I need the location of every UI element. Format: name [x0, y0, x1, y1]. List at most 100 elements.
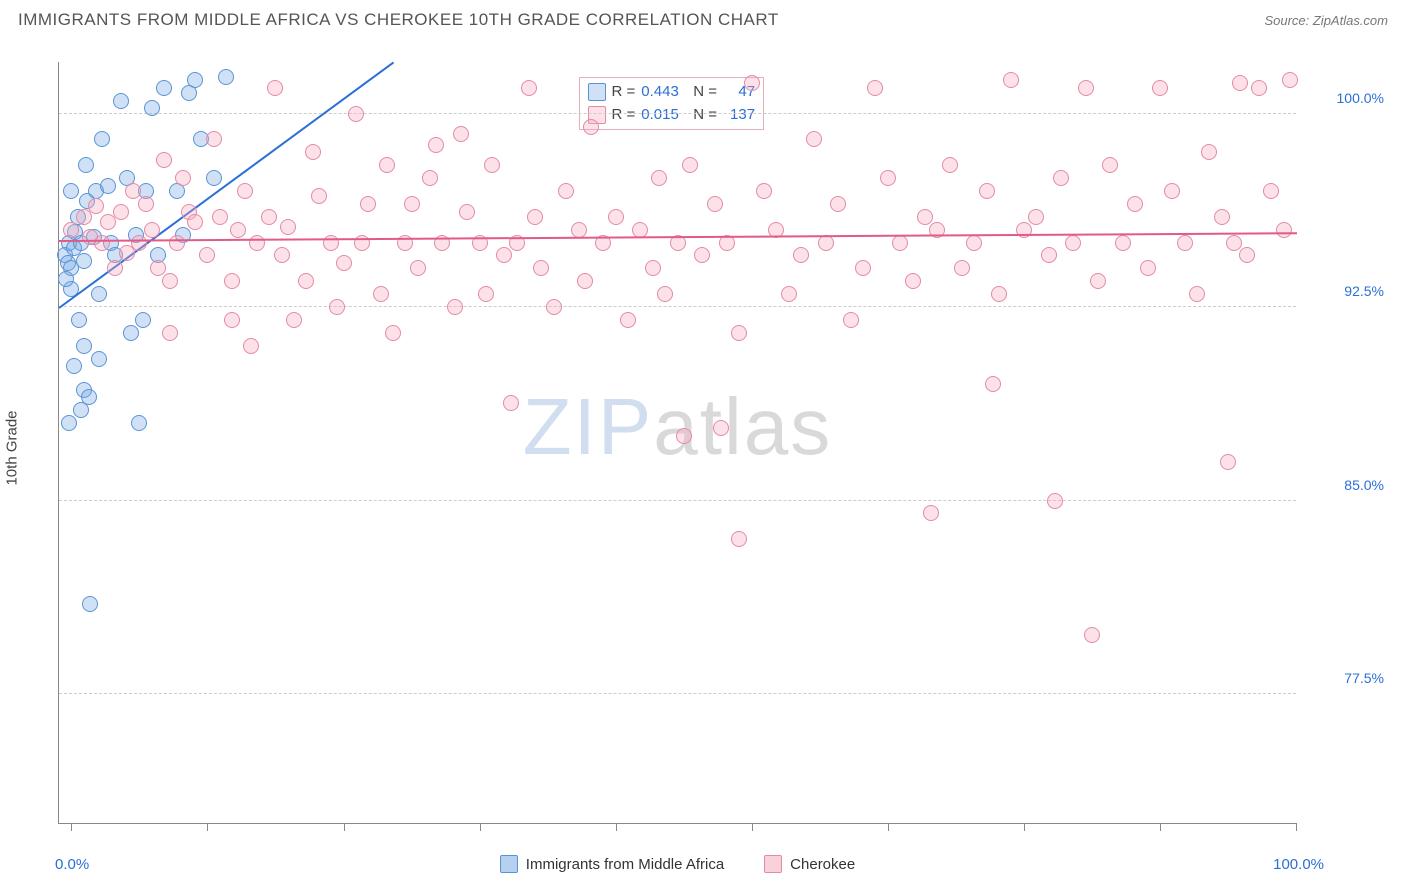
y-tick-label: 77.5% [1304, 670, 1384, 686]
data-point [150, 260, 166, 276]
data-point [707, 196, 723, 212]
source-label: Source: ZipAtlas.com [1264, 13, 1388, 28]
chart-title: IMMIGRANTS FROM MIDDLE AFRICA VS CHEROKE… [18, 10, 779, 30]
data-point [855, 260, 871, 276]
data-point [1263, 183, 1279, 199]
data-point [113, 204, 129, 220]
chart-area: 10th Grade ZIPatlas R =0.443N =47R =0.01… [40, 44, 1388, 852]
data-point [533, 260, 549, 276]
legend-swatch [764, 855, 782, 873]
data-point [88, 198, 104, 214]
data-point [756, 183, 772, 199]
data-point [608, 209, 624, 225]
data-point [781, 286, 797, 302]
y-axis-label: 10th Grade [4, 410, 21, 485]
data-point [156, 80, 172, 96]
data-point [58, 271, 74, 287]
data-point [267, 80, 283, 96]
data-point [1232, 75, 1248, 91]
data-point [682, 157, 698, 173]
watermark: ZIPatlas [523, 381, 832, 473]
data-point [81, 389, 97, 405]
data-point [249, 235, 265, 251]
data-point [82, 596, 98, 612]
data-point [651, 170, 667, 186]
data-point [1053, 170, 1069, 186]
data-point [453, 126, 469, 142]
data-point [527, 209, 543, 225]
data-point [620, 312, 636, 328]
data-point [1239, 247, 1255, 263]
data-point [645, 260, 661, 276]
data-point [478, 286, 494, 302]
x-tick [480, 823, 481, 831]
data-point [298, 273, 314, 289]
data-point [1214, 209, 1230, 225]
data-point [1065, 235, 1081, 251]
data-point [94, 131, 110, 147]
data-point [1078, 80, 1094, 96]
y-tick-label: 100.0% [1304, 90, 1384, 106]
data-point [78, 157, 94, 173]
data-point [311, 188, 327, 204]
data-point [76, 253, 92, 269]
header: IMMIGRANTS FROM MIDDLE AFRICA VS CHEROKE… [0, 0, 1406, 34]
data-point [991, 286, 1007, 302]
data-point [979, 183, 995, 199]
data-point [503, 395, 519, 411]
data-point [1090, 273, 1106, 289]
data-point [125, 183, 141, 199]
data-point [199, 247, 215, 263]
data-point [744, 75, 760, 91]
legend-swatch [588, 83, 606, 101]
data-point [1102, 157, 1118, 173]
legend-r-label: R = [612, 81, 636, 104]
y-tick-label: 92.5% [1304, 283, 1384, 299]
data-point [966, 235, 982, 251]
data-point [135, 312, 151, 328]
data-point [880, 170, 896, 186]
data-point [694, 247, 710, 263]
data-point [1276, 222, 1292, 238]
data-point [131, 235, 147, 251]
plot-region: ZIPatlas R =0.443N =47R =0.015N =137 0.0… [58, 62, 1296, 824]
data-point [1084, 627, 1100, 643]
correlation-legend: R =0.443N =47R =0.015N =137 [579, 77, 765, 130]
data-point [280, 219, 296, 235]
data-point [422, 170, 438, 186]
data-point [224, 273, 240, 289]
data-point [1201, 144, 1217, 160]
data-point [1140, 260, 1156, 276]
x-tick [616, 823, 617, 831]
data-point [162, 273, 178, 289]
data-point [731, 531, 747, 547]
data-point [123, 325, 139, 341]
data-point [484, 157, 500, 173]
series-legend: Immigrants from Middle AfricaCherokee [59, 855, 1296, 873]
data-point [286, 312, 302, 328]
data-point [63, 222, 79, 238]
data-point [985, 376, 1001, 392]
gridline-h [59, 693, 1296, 694]
data-point [1226, 235, 1242, 251]
data-point [923, 505, 939, 521]
data-point [917, 209, 933, 225]
legend-item: Cherokee [764, 855, 855, 873]
data-point [657, 286, 673, 302]
data-point [867, 80, 883, 96]
data-point [94, 235, 110, 251]
data-point [428, 137, 444, 153]
data-point [830, 196, 846, 212]
legend-n-label: N = [693, 104, 717, 127]
data-point [237, 183, 253, 199]
data-point [459, 204, 475, 220]
data-point [61, 415, 77, 431]
legend-label: Cherokee [790, 856, 855, 873]
data-point [206, 170, 222, 186]
data-point [354, 235, 370, 251]
data-point [66, 358, 82, 374]
data-point [806, 131, 822, 147]
data-point [329, 299, 345, 315]
data-point [1152, 80, 1168, 96]
data-point [1115, 235, 1131, 251]
